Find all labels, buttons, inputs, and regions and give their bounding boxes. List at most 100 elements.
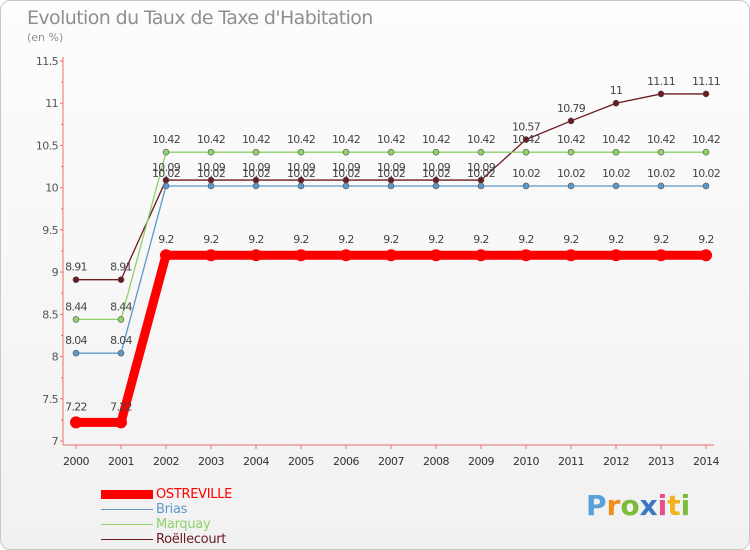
data-point-ostreville bbox=[295, 249, 307, 262]
data-label-ostreville: 9.2 bbox=[473, 233, 488, 246]
data-point-brias bbox=[72, 349, 80, 357]
logo-letter: i bbox=[680, 489, 691, 522]
data-point-brias bbox=[207, 182, 215, 190]
data-point-ostreville bbox=[250, 249, 262, 262]
x-tick-label: 2005 bbox=[288, 455, 314, 468]
data-point-brias bbox=[477, 182, 485, 190]
data-point-brias bbox=[297, 182, 305, 190]
data-point-brias bbox=[522, 182, 530, 190]
data-label-brias: 10.02 bbox=[422, 167, 450, 180]
data-point-marquay bbox=[72, 316, 80, 323]
data-point-brias bbox=[702, 182, 710, 190]
data-label-ostreville: 9.2 bbox=[518, 233, 533, 246]
data-label-ostreville: 9.2 bbox=[608, 233, 623, 246]
data-label-brias: 8.04 bbox=[65, 334, 87, 347]
data-label-marquay: 10.42 bbox=[377, 133, 405, 146]
data-label-ostreville: 9.2 bbox=[248, 233, 263, 246]
data-point-ostreville bbox=[430, 249, 442, 262]
data-label-marquay: 10.42 bbox=[152, 133, 180, 146]
data-point-ostreville bbox=[655, 249, 667, 262]
x-tick-label: 2002 bbox=[153, 455, 179, 468]
series-line-ostreville bbox=[71, 250, 711, 427]
data-label-roellecourt: 8.91 bbox=[110, 261, 132, 274]
data-label-roellecourt: 10.09 bbox=[422, 161, 451, 174]
logo-letter: t bbox=[667, 489, 681, 522]
y-tick-label: 11 bbox=[45, 97, 58, 110]
data-label-brias: 10.02 bbox=[557, 167, 585, 180]
data-label-marquay: 10.42 bbox=[602, 133, 630, 146]
data-label-marquay: 10.42 bbox=[332, 133, 360, 146]
data-label-brias: 10.02 bbox=[602, 167, 630, 180]
data-point-marquay bbox=[342, 148, 350, 156]
data-label-roellecourt: 10.09 bbox=[287, 161, 316, 174]
x-tick-label: 2003 bbox=[198, 455, 224, 468]
x-tick-label: 2013 bbox=[648, 455, 674, 468]
x-tick-label: 2012 bbox=[603, 455, 629, 468]
data-label-ostreville: 9.2 bbox=[158, 233, 173, 246]
data-label-marquay: 10.42 bbox=[197, 133, 225, 146]
x-tick-label: 2007 bbox=[378, 455, 404, 468]
data-label-brias: 8.04 bbox=[110, 334, 132, 347]
data-label-brias: 10.02 bbox=[512, 167, 540, 180]
data-point-brias bbox=[657, 182, 665, 190]
data-label-roellecourt: 11.11 bbox=[692, 75, 720, 88]
data-label-brias: 10.02 bbox=[287, 167, 315, 180]
data-point-brias bbox=[567, 182, 575, 190]
data-label-roellecourt: 10.09 bbox=[152, 161, 181, 174]
data-point-ostreville bbox=[565, 249, 577, 262]
data-label-brias: 10.02 bbox=[332, 167, 360, 180]
legend-label: OSTREVILLE bbox=[156, 487, 233, 502]
data-label-roellecourt: 10.09 bbox=[242, 161, 271, 174]
data-point-marquay bbox=[567, 148, 575, 156]
y-tick-label: 10 bbox=[45, 182, 58, 195]
y-tick-label: 10.5 bbox=[36, 139, 59, 152]
data-point-marquay bbox=[117, 316, 125, 323]
data-label-brias: 10.02 bbox=[467, 167, 495, 180]
data-label-roellecourt: 8.91 bbox=[65, 261, 87, 274]
data-label-ostreville: 9.2 bbox=[653, 233, 668, 246]
x-tick-label: 2009 bbox=[468, 455, 494, 468]
data-point-marquay bbox=[657, 148, 665, 156]
data-label-marquay: 10.42 bbox=[512, 133, 540, 146]
logo-letter: P bbox=[586, 489, 607, 522]
data-point-ostreville bbox=[70, 416, 82, 429]
logo-letter: r bbox=[606, 489, 621, 522]
data-point-roellecourt bbox=[702, 90, 710, 98]
data-point-marquay bbox=[432, 148, 440, 156]
data-point-brias bbox=[162, 182, 170, 190]
data-label-marquay: 10.42 bbox=[647, 133, 675, 146]
x-tick-label: 2000 bbox=[63, 455, 89, 468]
data-label-roellecourt: 10.09 bbox=[467, 161, 496, 174]
legend-item: Brias bbox=[101, 502, 232, 517]
data-label-marquay: 10.42 bbox=[287, 133, 315, 146]
data-label-brias: 10.02 bbox=[692, 167, 720, 180]
data-label-marquay: 8.44 bbox=[65, 300, 87, 313]
data-label-brias: 10.02 bbox=[197, 167, 225, 180]
x-tick-label: 2006 bbox=[333, 455, 359, 468]
data-label-marquay: 10.42 bbox=[557, 133, 585, 146]
legend-swatch-marquay bbox=[101, 524, 153, 525]
data-point-roellecourt bbox=[522, 136, 530, 143]
data-label-marquay: 8.44 bbox=[110, 300, 132, 313]
data-point-brias bbox=[387, 182, 395, 190]
data-point-ostreville bbox=[610, 249, 622, 262]
data-point-roellecourt bbox=[72, 276, 80, 284]
data-label-ostreville: 7.22 bbox=[65, 400, 87, 413]
data-label-roellecourt: 10.09 bbox=[332, 161, 361, 174]
data-point-ostreville bbox=[520, 249, 532, 262]
data-point-marquay bbox=[297, 148, 305, 156]
x-tick-label: 2010 bbox=[513, 455, 539, 468]
x-tick-label: 2004 bbox=[243, 455, 269, 468]
data-label-brias: 10.02 bbox=[377, 167, 405, 180]
data-point-roellecourt bbox=[567, 117, 575, 125]
data-label-marquay: 10.42 bbox=[422, 133, 450, 146]
data-point-marquay bbox=[387, 148, 395, 156]
data-point-brias bbox=[252, 182, 260, 190]
data-point-ostreville bbox=[340, 249, 352, 262]
legend-swatch-roellecourt bbox=[101, 539, 153, 540]
data-label-ostreville: 9.2 bbox=[563, 233, 578, 246]
legend-item: OSTREVILLE bbox=[101, 487, 232, 502]
x-tick-label: 2014 bbox=[693, 455, 719, 468]
